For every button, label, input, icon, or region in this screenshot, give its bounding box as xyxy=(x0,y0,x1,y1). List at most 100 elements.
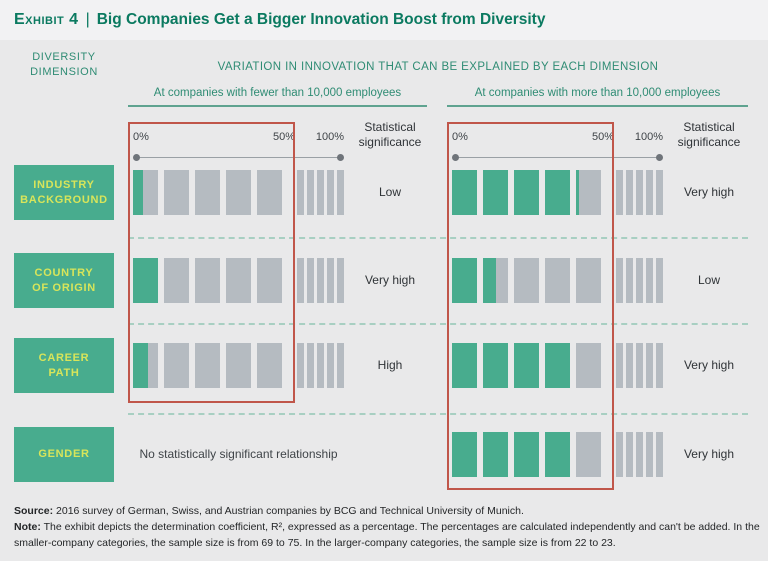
bar-segment xyxy=(307,258,314,303)
bar-segment xyxy=(656,432,663,477)
bar-segment xyxy=(317,258,324,303)
bar-segment xyxy=(195,343,220,388)
dimension-box-label: CAREER xyxy=(38,351,90,364)
dimension-box-label: PATH xyxy=(48,366,80,379)
bar-segment xyxy=(327,343,334,388)
bar-segment-fill xyxy=(576,170,579,215)
bar-segment-fill xyxy=(452,432,477,477)
bar-segment-fill xyxy=(133,258,158,303)
bar-segment-fill xyxy=(133,343,148,388)
axis-tick-50: 50% xyxy=(591,131,614,143)
bar-segment xyxy=(626,170,633,215)
bar-segment xyxy=(626,258,633,303)
bar-segment xyxy=(514,432,539,477)
group-header-smaller-companies: At companies with fewer than 10,000 empl… xyxy=(128,87,427,107)
diversity-dimension-line2: DIMENSION xyxy=(30,65,98,78)
bar-segment xyxy=(133,258,158,303)
bar-segment xyxy=(297,258,304,303)
bar-segment-fill xyxy=(514,170,539,215)
bar-segment xyxy=(646,258,653,303)
dimension-box-label: INDUSTRY xyxy=(33,178,95,191)
bar-segment xyxy=(626,432,633,477)
bar-segment xyxy=(656,170,663,215)
axis-tick-100: 100% xyxy=(634,131,663,143)
highlight-box-smaller-companies xyxy=(128,122,295,403)
bar-segment-fill xyxy=(452,343,477,388)
highlight-box-larger-companies xyxy=(447,122,614,490)
bar-segment xyxy=(636,432,643,477)
row-separator-2 xyxy=(128,323,748,325)
bar-segment xyxy=(514,343,539,388)
bar-segment xyxy=(616,432,623,477)
bar-segment xyxy=(646,343,653,388)
bar-segment xyxy=(616,170,623,215)
bar-segment xyxy=(327,170,334,215)
bar-segment xyxy=(483,432,508,477)
bar-segment xyxy=(164,343,189,388)
bar-segment xyxy=(656,258,663,303)
axis-line xyxy=(136,157,341,158)
bar-segment-fill xyxy=(483,258,496,303)
bar-segment xyxy=(337,170,344,215)
bar-segment xyxy=(483,258,508,303)
bar-segment xyxy=(452,343,477,388)
note-line: Note: The exhibit depicts the determinat… xyxy=(14,520,762,552)
axis-tick-100: 100% xyxy=(315,131,344,143)
bar-segment xyxy=(257,343,282,388)
title-separator: | xyxy=(85,11,90,28)
footnotes: Source: 2016 survey of German, Swiss, an… xyxy=(14,504,762,551)
diversity-dimension-header: DIVERSITY DIMENSION xyxy=(14,50,114,80)
significance-label: Very high xyxy=(683,447,735,461)
significance-column-header: Statistical significance xyxy=(677,120,741,149)
significance-column-header: Statistical significance xyxy=(358,120,422,149)
title-strip: Exhibit 4 | Big Companies Get a Bigger I… xyxy=(0,0,768,40)
dimension-box-gender: GENDER xyxy=(14,427,114,482)
dimension-box-country-of-origin: COUNTRY OF ORIGIN xyxy=(14,253,114,308)
significance-label: High xyxy=(377,358,403,372)
source-text: 2016 survey of German, Swiss, and Austri… xyxy=(56,505,524,517)
row-separator-1 xyxy=(128,237,748,239)
dimension-box-label: COUNTRY xyxy=(34,266,94,279)
dimension-box-label: GENDER xyxy=(38,448,90,461)
bar-segment xyxy=(226,258,251,303)
significance-label: Very high xyxy=(683,185,735,199)
bar-segment xyxy=(636,258,643,303)
bar-segment xyxy=(646,170,653,215)
bar-segment xyxy=(452,170,477,215)
bar-segment xyxy=(226,343,251,388)
diversity-dimension-line1: DIVERSITY xyxy=(32,51,96,63)
bar-segment xyxy=(576,343,601,388)
dimension-box-label: BACKGROUND xyxy=(20,193,108,206)
axis-line xyxy=(455,157,660,158)
page-title: Big Companies Get a Bigger Innovation Bo… xyxy=(96,11,546,28)
bar-segment xyxy=(226,170,251,215)
bar-segment xyxy=(133,170,158,215)
bar-segment xyxy=(297,170,304,215)
axis-tick-0: 0% xyxy=(452,131,468,143)
bar-segment xyxy=(545,258,570,303)
dimension-box-industry-background: INDUSTRY BACKGROUND xyxy=(14,165,114,220)
bar-segment-fill xyxy=(514,343,539,388)
source-line: Source: 2016 survey of German, Swiss, an… xyxy=(14,504,762,520)
bar-segment xyxy=(317,170,324,215)
bar-segment xyxy=(626,343,633,388)
bar-segment xyxy=(636,343,643,388)
dimension-box-career-path: CAREER PATH xyxy=(14,338,114,393)
significance-label: Low xyxy=(697,273,720,287)
bar-segment xyxy=(297,343,304,388)
bar-segment xyxy=(545,343,570,388)
note-label: Note: xyxy=(14,520,41,533)
significance-label: Very high xyxy=(683,358,735,372)
bar-segment xyxy=(452,258,477,303)
axis-dot-end xyxy=(656,154,663,161)
bar-segment xyxy=(646,432,653,477)
bar-segment xyxy=(616,343,623,388)
bar-segment xyxy=(545,170,570,215)
bar-segment xyxy=(164,170,189,215)
bar-segment xyxy=(317,343,324,388)
bar-segment-fill xyxy=(483,170,508,215)
bar-segment-fill xyxy=(545,343,570,388)
bar-segment xyxy=(307,170,314,215)
bar-segment xyxy=(327,258,334,303)
bar-segment-fill xyxy=(452,170,477,215)
